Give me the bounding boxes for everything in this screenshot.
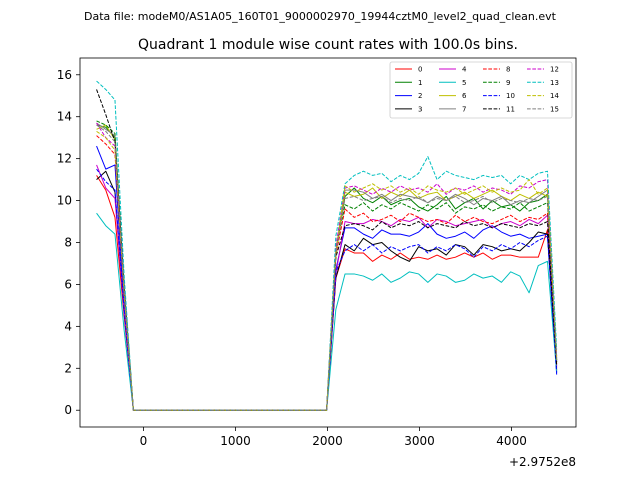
- series-line-8: [96, 135, 558, 411]
- chart-suptitle: Data file: modeM0/AS1A05_160T01_90000029…: [84, 10, 557, 23]
- x-tick-label: 2000: [312, 434, 343, 448]
- y-tick-label: 8: [64, 236, 72, 250]
- legend-label-8: 8: [506, 66, 510, 74]
- y-tick-label: 4: [64, 319, 72, 333]
- x-tick-label: 4000: [496, 434, 527, 448]
- series-line-14: [96, 130, 558, 411]
- y-tick-label: 16: [57, 68, 72, 82]
- y-tick-label: 10: [57, 194, 72, 208]
- plot-area: [80, 58, 576, 427]
- legend-label-10: 10: [506, 92, 515, 100]
- legend-label-13: 13: [550, 79, 559, 87]
- legend-label-7: 7: [462, 105, 466, 113]
- legend-label-9: 9: [506, 79, 510, 87]
- y-tick-label: 6: [64, 277, 72, 291]
- legend-label-3: 3: [418, 105, 422, 113]
- y-axis: 0 2 4 6 8 10 12 14 16: [57, 68, 80, 417]
- legend-label-0: 0: [418, 66, 422, 74]
- series-line-11: [96, 89, 558, 411]
- x-tick-label: 3000: [404, 434, 435, 448]
- x-axis: 0 1000 2000 3000 4000: [140, 427, 527, 448]
- legend-label-2: 2: [418, 92, 422, 100]
- y-tick-label: 0: [64, 403, 72, 417]
- legend-label-5: 5: [462, 79, 466, 87]
- series-layer: [96, 80, 558, 411]
- legend-label-12: 12: [550, 66, 559, 74]
- legend-label-1: 1: [418, 79, 422, 87]
- legend-label-14: 14: [550, 92, 559, 100]
- legend-frame: [389, 61, 573, 119]
- series-line-15: [96, 124, 558, 411]
- legend-label-4: 4: [462, 66, 467, 74]
- y-tick-label: 2: [64, 361, 72, 375]
- legend-label-15: 15: [550, 105, 559, 113]
- x-tick-label: 0: [140, 434, 148, 448]
- y-tick-label: 12: [57, 152, 72, 166]
- legend-label-6: 6: [462, 92, 467, 100]
- chart-title: Quadrant 1 module wise count rates with …: [138, 37, 518, 53]
- y-tick-label: 14: [57, 110, 72, 124]
- x-axis-offset-label: +2.9752e8: [509, 455, 576, 469]
- x-tick-label: 1000: [220, 434, 251, 448]
- legend-label-11: 11: [506, 105, 515, 113]
